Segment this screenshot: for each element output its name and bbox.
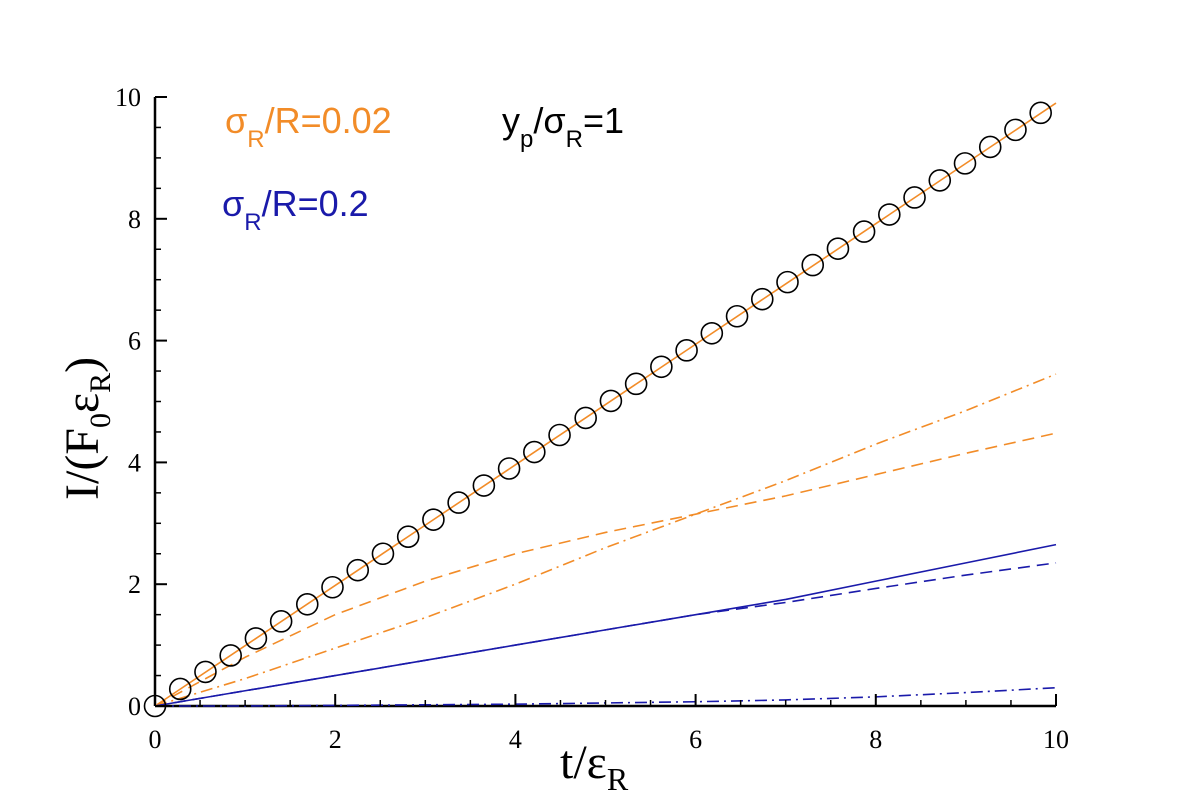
marker-point xyxy=(295,592,319,616)
marker-point xyxy=(776,270,799,294)
marker-point xyxy=(346,558,370,582)
marker-point xyxy=(1029,101,1052,125)
marker-point xyxy=(801,253,825,277)
marker-point xyxy=(244,627,268,650)
marker-point xyxy=(826,237,850,260)
marker-point xyxy=(497,457,521,480)
marker-layer xyxy=(143,101,1052,718)
series-line-1-dashed xyxy=(154,432,1057,707)
annotation-black-pre: y xyxy=(502,100,520,141)
x-tick-label: 0 xyxy=(149,725,162,754)
marker-point xyxy=(422,508,445,531)
x-tick-label: 2 xyxy=(329,725,342,754)
y-tick-label: 4 xyxy=(128,448,141,477)
y-axis-title-sub1: 0 xyxy=(84,413,117,428)
annotation-orange-main: σ xyxy=(225,100,247,141)
series-line-2-dashdot xyxy=(154,373,1057,707)
marker-point xyxy=(852,220,876,243)
x-tick-label: 8 xyxy=(869,725,882,754)
marker-point xyxy=(624,372,648,396)
x-axis-title-sub: R xyxy=(607,761,629,797)
y-tick-label: 2 xyxy=(128,570,141,599)
marker-point xyxy=(675,339,698,362)
tick-layer: 0 2 4 6 8 10 0 2 4 6 8 10 xyxy=(115,83,1069,754)
annotation-orange-rest: /R=0.02 xyxy=(265,100,392,141)
marker-point xyxy=(700,321,724,345)
marker-point xyxy=(928,169,952,192)
annotation-orange: σR/R=0.02 xyxy=(225,100,392,153)
x-tick-label: 4 xyxy=(509,725,522,754)
y-axis-title-main: I/(F xyxy=(56,428,109,500)
annotation-blue: σR/R=0.2 xyxy=(222,183,369,236)
annotation-black-rest: =1 xyxy=(583,100,624,141)
annotation-blue-main: σ xyxy=(222,183,244,224)
marker-point xyxy=(1004,118,1027,142)
x-tick-label: 10 xyxy=(1043,725,1069,754)
marker-point xyxy=(650,355,673,379)
annotation-black: yp/σR=1 xyxy=(502,100,624,153)
y-tick-label: 10 xyxy=(115,83,141,112)
x-tick-label: 6 xyxy=(689,725,702,754)
marker-point xyxy=(371,542,395,566)
marker-point xyxy=(548,423,571,447)
marker-point xyxy=(725,304,749,328)
annotation-orange-sub: R xyxy=(247,126,264,153)
annotation-black-sub2: R xyxy=(566,126,583,153)
marker-point xyxy=(878,203,901,226)
marker-point xyxy=(750,287,774,311)
y-axis-title-mid: ε xyxy=(56,393,109,413)
x-axis-title: t/εR xyxy=(560,736,629,797)
marker-point xyxy=(219,644,242,667)
marker-point xyxy=(953,152,977,175)
annotation-black-mid: /σ xyxy=(533,100,565,141)
marker-point xyxy=(599,389,623,413)
series-line-4-dashed xyxy=(154,562,1057,707)
marker-point xyxy=(194,660,217,684)
marker-point xyxy=(523,440,546,464)
y-axis-title: I/(F0εR) xyxy=(56,357,117,500)
y-axis-title-end: ) xyxy=(56,357,109,373)
marker-point xyxy=(396,525,420,548)
x-axis-title-main: t/ε xyxy=(560,736,607,789)
y-axis-title-sub2: R xyxy=(84,373,117,393)
annotation-blue-sub: R xyxy=(244,209,261,236)
marker-point xyxy=(472,474,496,497)
marker-point xyxy=(321,575,344,599)
y-tick-label: 8 xyxy=(128,205,141,234)
marker-point xyxy=(574,406,597,430)
marker-point xyxy=(903,186,926,209)
y-tick-label: 0 xyxy=(128,692,141,721)
marker-point xyxy=(978,135,1002,159)
y-tick-label: 6 xyxy=(128,327,141,356)
marker-point xyxy=(168,677,192,701)
annotation-black-sub1: p xyxy=(520,126,533,153)
marker-point xyxy=(447,491,470,514)
marker-point xyxy=(269,610,293,633)
annotation-blue-rest: /R=0.2 xyxy=(262,183,369,224)
